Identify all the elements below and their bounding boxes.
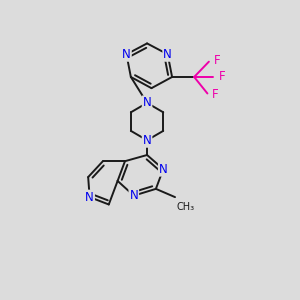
Text: N: N bbox=[159, 163, 168, 176]
Text: N: N bbox=[85, 190, 94, 204]
Text: F: F bbox=[214, 54, 220, 67]
Text: N: N bbox=[143, 134, 152, 147]
Text: CH₃: CH₃ bbox=[176, 202, 195, 212]
Text: F: F bbox=[219, 70, 226, 83]
Text: N: N bbox=[143, 96, 152, 110]
Text: N: N bbox=[122, 48, 131, 61]
Text: N: N bbox=[163, 48, 172, 61]
Text: F: F bbox=[212, 88, 219, 101]
Text: N: N bbox=[129, 189, 138, 202]
